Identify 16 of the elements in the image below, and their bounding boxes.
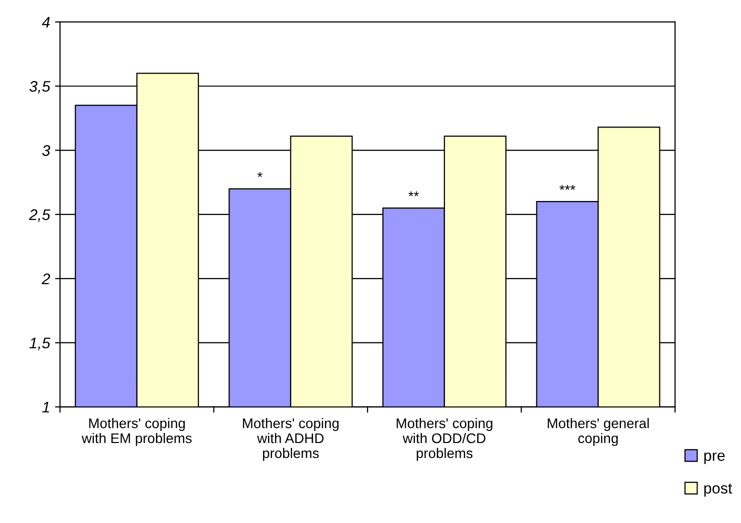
y-tick-label: 4: [42, 16, 50, 28]
y-tick-label: 1,5: [29, 338, 50, 350]
annotation: *: [257, 172, 262, 178]
legend-label: pre: [704, 452, 725, 464]
y-tick-label: 3: [42, 145, 50, 156]
x-tick-label: Mothers' coping with EM problems: [82, 418, 192, 446]
y-tick-label: 3,5: [29, 80, 50, 94]
y-tick-label: 2,5: [28, 209, 50, 222]
legend-label: post: [704, 484, 732, 497]
annotation: ***: [560, 184, 576, 190]
x-tick-label: Mothers' coping with ADHD problems: [242, 418, 339, 461]
y-tick-label: 2: [42, 273, 50, 284]
x-tick-label: Mothers' coping with ODD/CD problems: [396, 418, 492, 461]
x-tick-label: Mothers' general coping: [548, 418, 649, 446]
annotation: **: [408, 191, 419, 196]
y-tick-label: 1: [42, 402, 50, 412]
